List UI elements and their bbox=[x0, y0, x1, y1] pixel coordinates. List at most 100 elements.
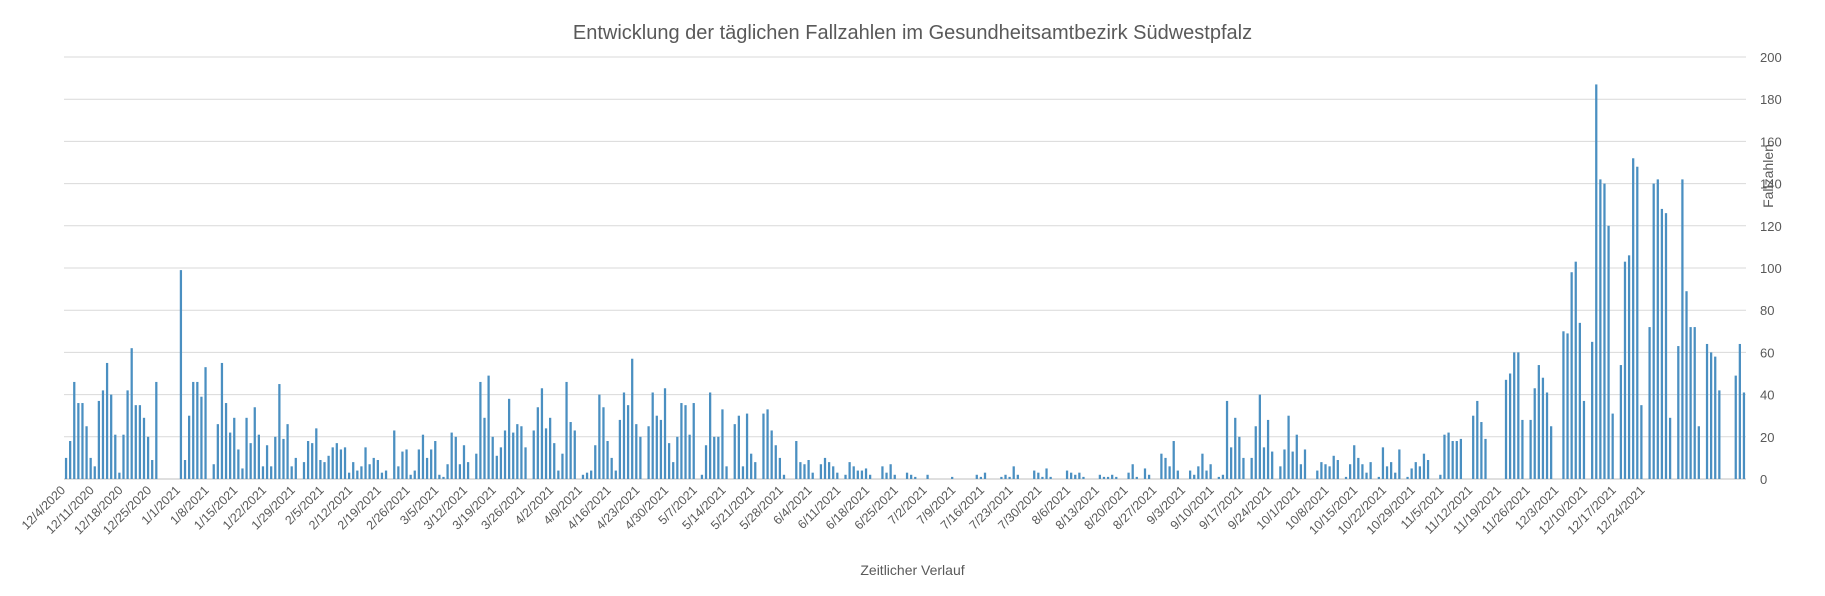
bar bbox=[142, 417, 146, 479]
bar bbox=[274, 436, 277, 479]
bar bbox=[1287, 415, 1290, 479]
bar bbox=[1070, 472, 1073, 479]
bar bbox=[766, 409, 769, 479]
bar bbox=[114, 434, 117, 479]
bar bbox=[1291, 451, 1294, 479]
bar bbox=[327, 455, 330, 479]
bar bbox=[1065, 470, 1069, 479]
bar bbox=[1472, 415, 1475, 479]
bar bbox=[565, 381, 568, 479]
bar bbox=[1529, 419, 1532, 479]
gridlines bbox=[64, 56, 1746, 480]
bar bbox=[1660, 208, 1664, 480]
bar bbox=[1316, 470, 1319, 479]
bar bbox=[323, 462, 326, 479]
bar bbox=[1209, 464, 1212, 479]
bar bbox=[138, 405, 142, 479]
bar bbox=[73, 381, 76, 479]
bar bbox=[1652, 183, 1655, 479]
bar bbox=[1004, 474, 1007, 479]
bar bbox=[717, 436, 720, 479]
y-tick-label: 200 bbox=[1760, 50, 1782, 65]
bar bbox=[864, 468, 868, 479]
bar bbox=[680, 403, 683, 479]
bar bbox=[1328, 466, 1331, 479]
bar bbox=[1111, 474, 1114, 479]
bar bbox=[1033, 470, 1036, 479]
y-tick-label: 80 bbox=[1760, 303, 1774, 318]
bar bbox=[499, 447, 503, 479]
bar bbox=[89, 457, 92, 479]
bar bbox=[1521, 419, 1524, 479]
bar bbox=[1225, 400, 1229, 479]
bar bbox=[848, 462, 851, 479]
bar bbox=[434, 441, 437, 479]
bar bbox=[663, 388, 667, 479]
bar bbox=[335, 443, 338, 479]
bar bbox=[1115, 476, 1118, 479]
bar bbox=[618, 419, 622, 479]
bar bbox=[216, 424, 219, 479]
bar bbox=[602, 407, 605, 479]
bar bbox=[1484, 438, 1487, 479]
y-tick-label: 0 bbox=[1760, 472, 1767, 487]
bar bbox=[667, 443, 671, 479]
bar bbox=[1262, 447, 1266, 479]
bar bbox=[1127, 472, 1130, 479]
bar bbox=[684, 405, 687, 479]
bar bbox=[823, 457, 827, 479]
bar bbox=[1381, 447, 1385, 479]
bar bbox=[483, 417, 486, 479]
bar bbox=[1508, 373, 1512, 479]
bar bbox=[1619, 365, 1623, 479]
bar bbox=[1131, 464, 1134, 479]
bar bbox=[364, 447, 367, 479]
bar bbox=[343, 447, 347, 479]
bar bbox=[253, 407, 256, 479]
bar bbox=[421, 434, 425, 479]
bar bbox=[1697, 426, 1700, 479]
bar bbox=[1078, 472, 1081, 479]
bar bbox=[405, 449, 408, 479]
bar bbox=[1426, 460, 1430, 479]
bar bbox=[581, 474, 585, 479]
bar bbox=[311, 443, 314, 479]
bar bbox=[294, 457, 297, 479]
bar bbox=[713, 436, 716, 479]
bar bbox=[893, 474, 896, 479]
bar bbox=[590, 470, 593, 479]
bar bbox=[1623, 261, 1627, 479]
bar bbox=[688, 434, 691, 479]
y-tick-label: 140 bbox=[1760, 177, 1782, 192]
bar bbox=[1664, 213, 1668, 479]
bar bbox=[196, 381, 199, 479]
bar bbox=[278, 384, 281, 479]
bar bbox=[1738, 343, 1741, 479]
bar bbox=[721, 409, 724, 479]
bar bbox=[69, 441, 72, 479]
bar bbox=[1504, 379, 1508, 479]
bar bbox=[1221, 474, 1225, 479]
bar bbox=[516, 424, 519, 479]
bar bbox=[1377, 476, 1380, 479]
x-tick-labels: 12/4/202012/11/202012/18/202012/25/20201… bbox=[19, 483, 1648, 537]
bar bbox=[704, 445, 708, 479]
bar bbox=[1459, 438, 1463, 479]
bar bbox=[204, 367, 207, 479]
bar bbox=[487, 375, 490, 479]
bar bbox=[1693, 327, 1696, 479]
bar bbox=[130, 348, 133, 479]
bar bbox=[737, 415, 740, 479]
bar bbox=[540, 388, 544, 479]
bar bbox=[1172, 441, 1175, 479]
bar bbox=[393, 430, 396, 479]
bar bbox=[626, 405, 630, 479]
bar bbox=[725, 466, 728, 479]
bar bbox=[1689, 327, 1692, 479]
bar bbox=[462, 445, 466, 479]
bar bbox=[397, 466, 400, 479]
bar bbox=[1607, 225, 1610, 479]
bar bbox=[1041, 476, 1044, 479]
bar bbox=[261, 466, 265, 479]
bar bbox=[1193, 474, 1196, 479]
